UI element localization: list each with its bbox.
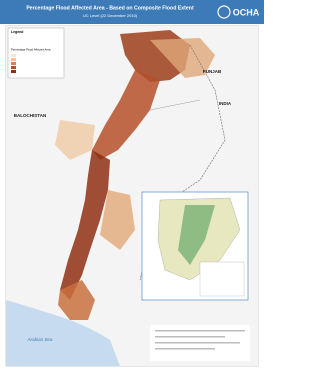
sea-label: Arabian Sea xyxy=(27,337,53,342)
map-page: Percentage Flood Affected Area - Based o… xyxy=(0,0,264,367)
header-band xyxy=(0,0,264,24)
region-label: BALOCHISTAN xyxy=(14,113,46,118)
legend-box xyxy=(7,27,65,79)
logo-icon xyxy=(217,5,231,19)
sea xyxy=(6,300,120,366)
legend-swatch xyxy=(11,70,16,73)
legend-swatch xyxy=(11,62,16,65)
inset-legend xyxy=(199,261,245,297)
legend-swatch xyxy=(11,58,16,61)
legend-swatch xyxy=(11,66,16,69)
map-subtitle: UC Level (22 December 2010) xyxy=(83,13,138,18)
legend-title: Legend xyxy=(11,30,23,34)
logo-text: OCHA xyxy=(233,7,260,17)
flood-area xyxy=(100,190,135,250)
flood-area xyxy=(58,280,95,320)
flood-area xyxy=(92,70,160,160)
flood-area xyxy=(55,120,95,160)
map-title: Percentage Flood Affected Area - Based o… xyxy=(26,5,194,11)
footer-line xyxy=(155,330,245,332)
legend-swatch xyxy=(11,54,16,57)
region-label: PUNJAB xyxy=(203,69,222,74)
footer-line xyxy=(155,348,215,350)
footer-line xyxy=(155,342,240,344)
international-boundary xyxy=(139,44,226,281)
inset-flood xyxy=(178,205,215,265)
flood-area xyxy=(60,150,110,300)
flood-area xyxy=(150,38,215,78)
footer-line xyxy=(155,336,225,338)
region-label: INDIA xyxy=(219,101,232,106)
legend-heading: Percentage Flood Affected Area xyxy=(11,48,51,52)
provincial-boundary xyxy=(149,99,201,111)
